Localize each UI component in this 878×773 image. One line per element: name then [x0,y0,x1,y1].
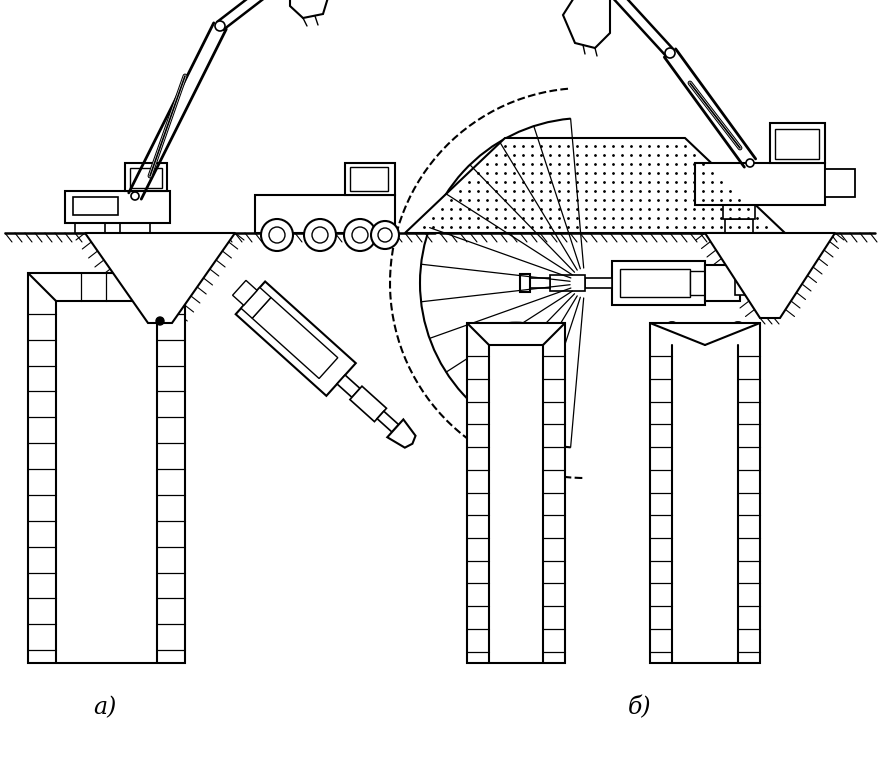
Circle shape [343,219,376,251]
Polygon shape [734,271,754,295]
Circle shape [745,159,753,167]
Polygon shape [290,0,329,18]
Circle shape [312,227,327,243]
Circle shape [304,219,335,251]
Polygon shape [377,411,399,432]
Bar [694,163,824,205]
Polygon shape [235,281,356,396]
Polygon shape [550,275,585,291]
Bar [130,168,162,188]
Circle shape [261,219,292,251]
Polygon shape [704,265,739,301]
Polygon shape [689,271,704,295]
Polygon shape [85,233,234,323]
Polygon shape [585,278,611,288]
Bar [344,163,394,195]
Polygon shape [336,375,360,397]
Bar [28,273,184,663]
Polygon shape [405,138,784,233]
Bar [466,323,565,663]
Circle shape [215,21,225,31]
Polygon shape [233,281,256,305]
Bar [349,167,387,191]
Bar [774,129,818,159]
Circle shape [131,192,139,200]
Polygon shape [704,233,834,318]
Polygon shape [349,386,386,421]
Polygon shape [255,195,394,233]
Circle shape [155,317,164,325]
Bar [73,197,118,215]
Bar [824,169,854,197]
Bar [649,323,759,663]
Polygon shape [520,274,529,292]
Text: а): а) [93,696,117,720]
Polygon shape [529,278,550,288]
Circle shape [378,228,392,242]
Bar [75,223,104,233]
Circle shape [665,48,674,58]
Bar [769,123,824,163]
Circle shape [351,227,368,243]
Polygon shape [252,298,337,379]
Bar [723,205,754,219]
Polygon shape [241,288,270,318]
Polygon shape [563,0,609,48]
Bar [125,163,167,191]
Text: б): б) [628,696,651,720]
Polygon shape [387,420,415,448]
Polygon shape [611,261,704,305]
Circle shape [371,221,399,249]
Bar [724,219,752,233]
Bar [65,191,169,223]
Circle shape [269,227,284,243]
Polygon shape [619,269,689,297]
Bar [120,223,150,233]
